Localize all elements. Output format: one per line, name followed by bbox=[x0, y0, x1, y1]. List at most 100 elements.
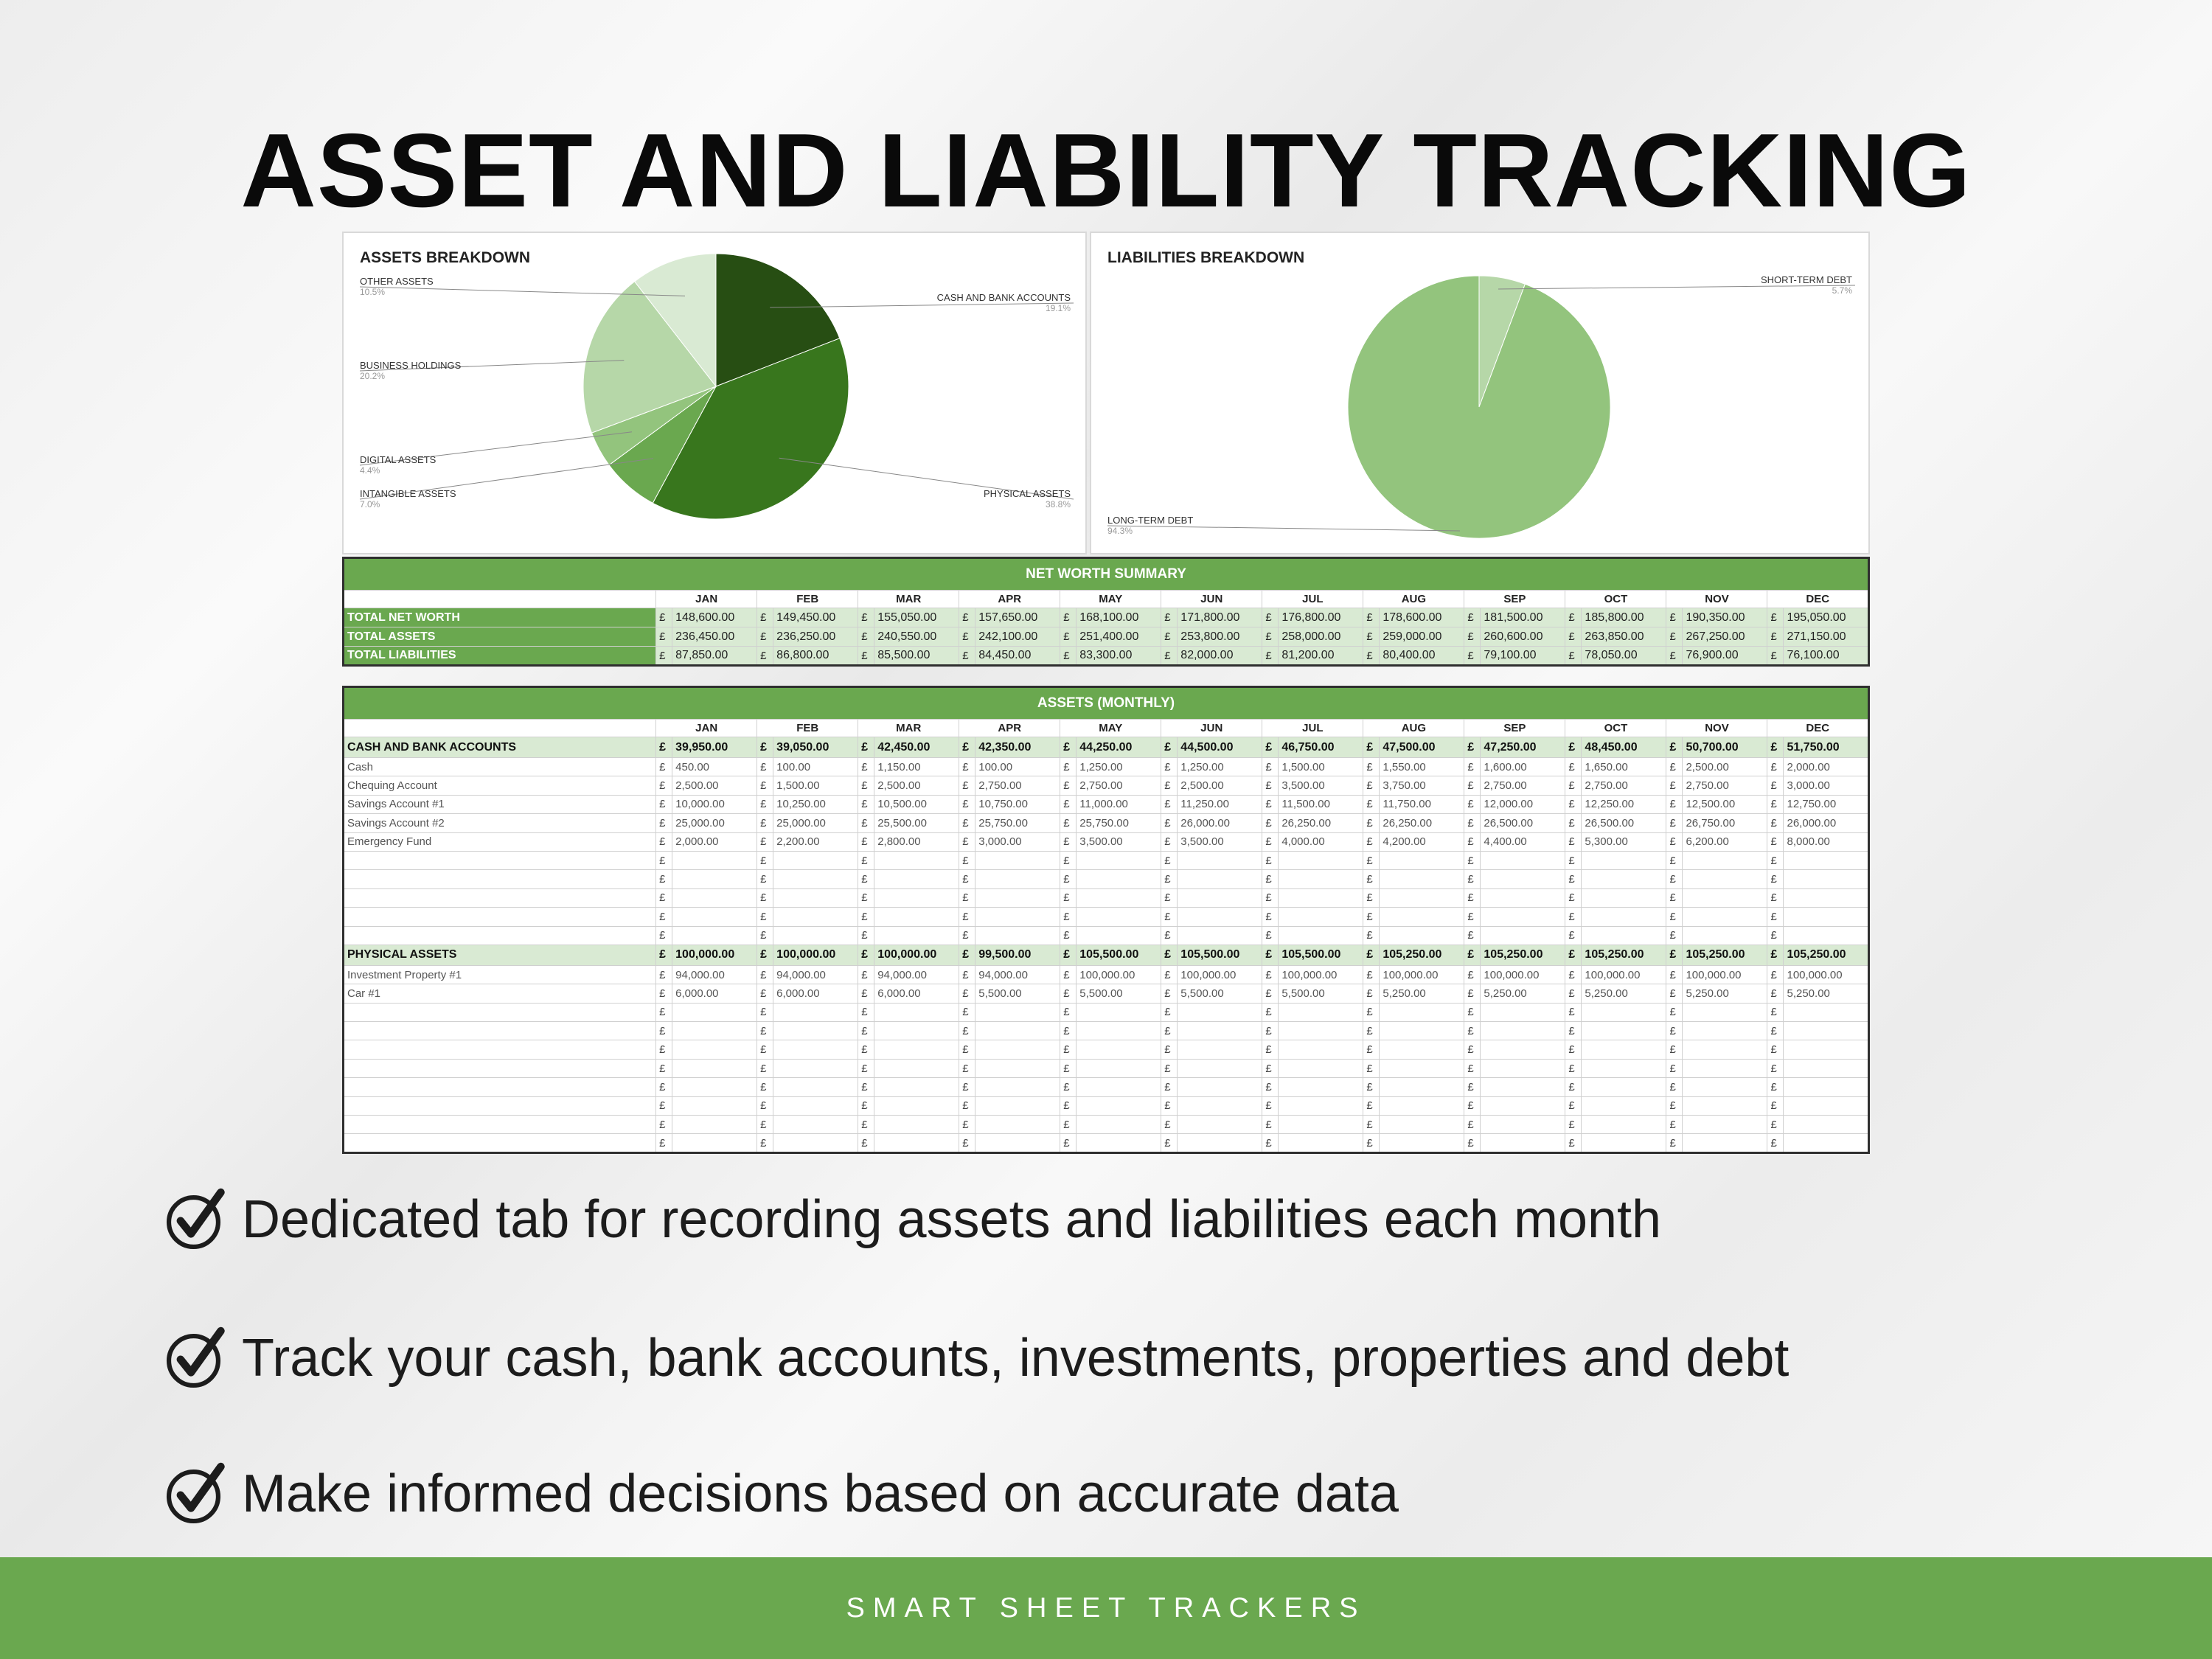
currency-cell: £ bbox=[1363, 627, 1380, 647]
currency-cell: £ bbox=[1666, 776, 1683, 796]
currency-cell: £ bbox=[1666, 1133, 1683, 1153]
currency-cell: £ bbox=[1060, 1096, 1077, 1116]
value-cell bbox=[773, 869, 859, 889]
currency-cell: £ bbox=[1565, 1077, 1582, 1097]
table-row: £ £ £ £ £ £ £ £ £ £ £ £ bbox=[342, 925, 1869, 945]
value-cell bbox=[1682, 850, 1768, 871]
currency-cell: £ bbox=[1262, 832, 1279, 852]
value-cell: 6,000.00 bbox=[773, 984, 859, 1004]
value-cell: 25,000.00 bbox=[672, 813, 758, 833]
pie-slice-other-assets bbox=[633, 253, 717, 388]
currency-cell: £ bbox=[1565, 1058, 1582, 1079]
currency-cell: £ bbox=[858, 869, 875, 889]
value-cell: 5,500.00 bbox=[1177, 984, 1263, 1004]
value-cell: 2,000.00 bbox=[1783, 757, 1869, 777]
value-cell bbox=[874, 907, 960, 927]
currency-cell: £ bbox=[1767, 1058, 1784, 1079]
value-cell: 11,000.00 bbox=[1076, 794, 1162, 815]
currency-cell: £ bbox=[1565, 776, 1582, 796]
value-cell bbox=[1682, 1077, 1768, 1097]
value-cell: 105,500.00 bbox=[1278, 944, 1364, 966]
value-cell bbox=[672, 1058, 758, 1079]
currency-cell: £ bbox=[1464, 627, 1481, 647]
value-cell: 100,000.00 bbox=[773, 944, 859, 966]
currency-cell: £ bbox=[757, 776, 774, 796]
value-cell: 3,500.00 bbox=[1278, 776, 1364, 796]
feature-item: Track your cash, bank accounts, investme… bbox=[164, 1326, 1789, 1391]
currency-cell: £ bbox=[1161, 964, 1178, 985]
value-cell: 190,350.00 bbox=[1682, 608, 1768, 627]
value-cell: 8,000.00 bbox=[1783, 832, 1869, 852]
row-label bbox=[342, 907, 657, 927]
value-cell bbox=[672, 1077, 758, 1097]
value-cell: 3,000.00 bbox=[1783, 776, 1869, 796]
value-cell: 25,750.00 bbox=[975, 813, 1061, 833]
value-cell: 12,750.00 bbox=[1783, 794, 1869, 815]
assets-intangible-assets-label: INTANGIBLE ASSETS bbox=[360, 488, 456, 499]
value-cell bbox=[1278, 925, 1364, 945]
value-cell bbox=[975, 1058, 1061, 1079]
row-label bbox=[342, 869, 657, 889]
value-cell: 5,250.00 bbox=[1379, 984, 1465, 1004]
value-cell bbox=[1783, 850, 1869, 871]
row-label bbox=[342, 1021, 657, 1041]
value-cell bbox=[874, 1058, 960, 1079]
value-cell: 12,250.00 bbox=[1581, 794, 1667, 815]
value-cell bbox=[1581, 1002, 1667, 1023]
value-cell bbox=[1682, 1021, 1768, 1041]
assets-breakdown-chart: ASSETS BREAKDOWN CASH AND BANK ACCOUNTS 1… bbox=[342, 232, 1087, 554]
value-cell: 25,750.00 bbox=[1076, 813, 1162, 833]
value-cell bbox=[1783, 869, 1869, 889]
currency-cell: £ bbox=[757, 813, 774, 833]
value-cell bbox=[1682, 1115, 1768, 1135]
value-cell: 185,800.00 bbox=[1581, 608, 1667, 627]
row-label: Chequing Account bbox=[342, 776, 657, 796]
value-cell bbox=[1278, 1021, 1364, 1041]
assets-physical-assets-leader-line bbox=[779, 457, 1074, 500]
row-label bbox=[342, 1040, 657, 1060]
currency-cell: £ bbox=[655, 1096, 673, 1116]
value-cell: 1,250.00 bbox=[1177, 757, 1263, 777]
currency-cell: £ bbox=[959, 794, 976, 815]
currency-cell: £ bbox=[655, 608, 673, 627]
currency-cell: £ bbox=[858, 1077, 875, 1097]
table-row: Cash £450.00 £100.00 £1,150.00 £100.00 £1,250… bbox=[342, 757, 1869, 777]
currency-cell: £ bbox=[655, 964, 673, 985]
currency-cell: £ bbox=[959, 850, 976, 871]
currency-cell: £ bbox=[1060, 646, 1077, 666]
currency-cell: £ bbox=[858, 776, 875, 796]
currency-cell: £ bbox=[858, 1040, 875, 1060]
value-cell bbox=[773, 1040, 859, 1060]
liabilities-chart-title: LIABILITIES BREAKDOWN bbox=[1107, 249, 1305, 266]
currency-cell: £ bbox=[1363, 608, 1380, 627]
value-cell bbox=[672, 850, 758, 871]
currency-cell: £ bbox=[858, 1096, 875, 1116]
value-cell bbox=[1278, 1002, 1364, 1023]
currency-cell: £ bbox=[655, 757, 673, 777]
table-row: Investment Property #1 £94,000.00 £94,000.… bbox=[342, 964, 1869, 985]
table-row: Emergency Fund £2,000.00 £2,200.00 £2,800.0… bbox=[342, 832, 1869, 852]
currency-cell: £ bbox=[757, 944, 774, 966]
value-cell: 3,500.00 bbox=[1076, 832, 1162, 852]
currency-cell: £ bbox=[1060, 832, 1077, 852]
currency-cell: £ bbox=[655, 776, 673, 796]
checkmark-icon bbox=[166, 1462, 225, 1524]
value-cell: 2,500.00 bbox=[874, 776, 960, 796]
month-header-blank bbox=[342, 590, 657, 608]
table-row: £ £ £ £ £ £ £ £ £ £ £ £ bbox=[342, 1040, 1869, 1060]
currency-cell: £ bbox=[655, 888, 673, 908]
value-cell bbox=[1177, 1021, 1263, 1041]
assets-chart-title: ASSETS BREAKDOWN bbox=[360, 249, 531, 266]
currency-cell: £ bbox=[1767, 907, 1784, 927]
currency-cell: £ bbox=[1060, 869, 1077, 889]
value-cell bbox=[1177, 888, 1263, 908]
currency-cell: £ bbox=[1666, 925, 1683, 945]
value-cell bbox=[1379, 1002, 1465, 1023]
row-label: Investment Property #1 bbox=[342, 964, 657, 985]
value-cell: 6,200.00 bbox=[1682, 832, 1768, 852]
currency-cell: £ bbox=[1565, 1096, 1582, 1116]
currency-cell: £ bbox=[1262, 907, 1279, 927]
currency-cell: £ bbox=[1262, 1040, 1279, 1060]
currency-cell: £ bbox=[1767, 1040, 1784, 1060]
feature-text: Make informed decisions based on accurat… bbox=[242, 1464, 1399, 1523]
